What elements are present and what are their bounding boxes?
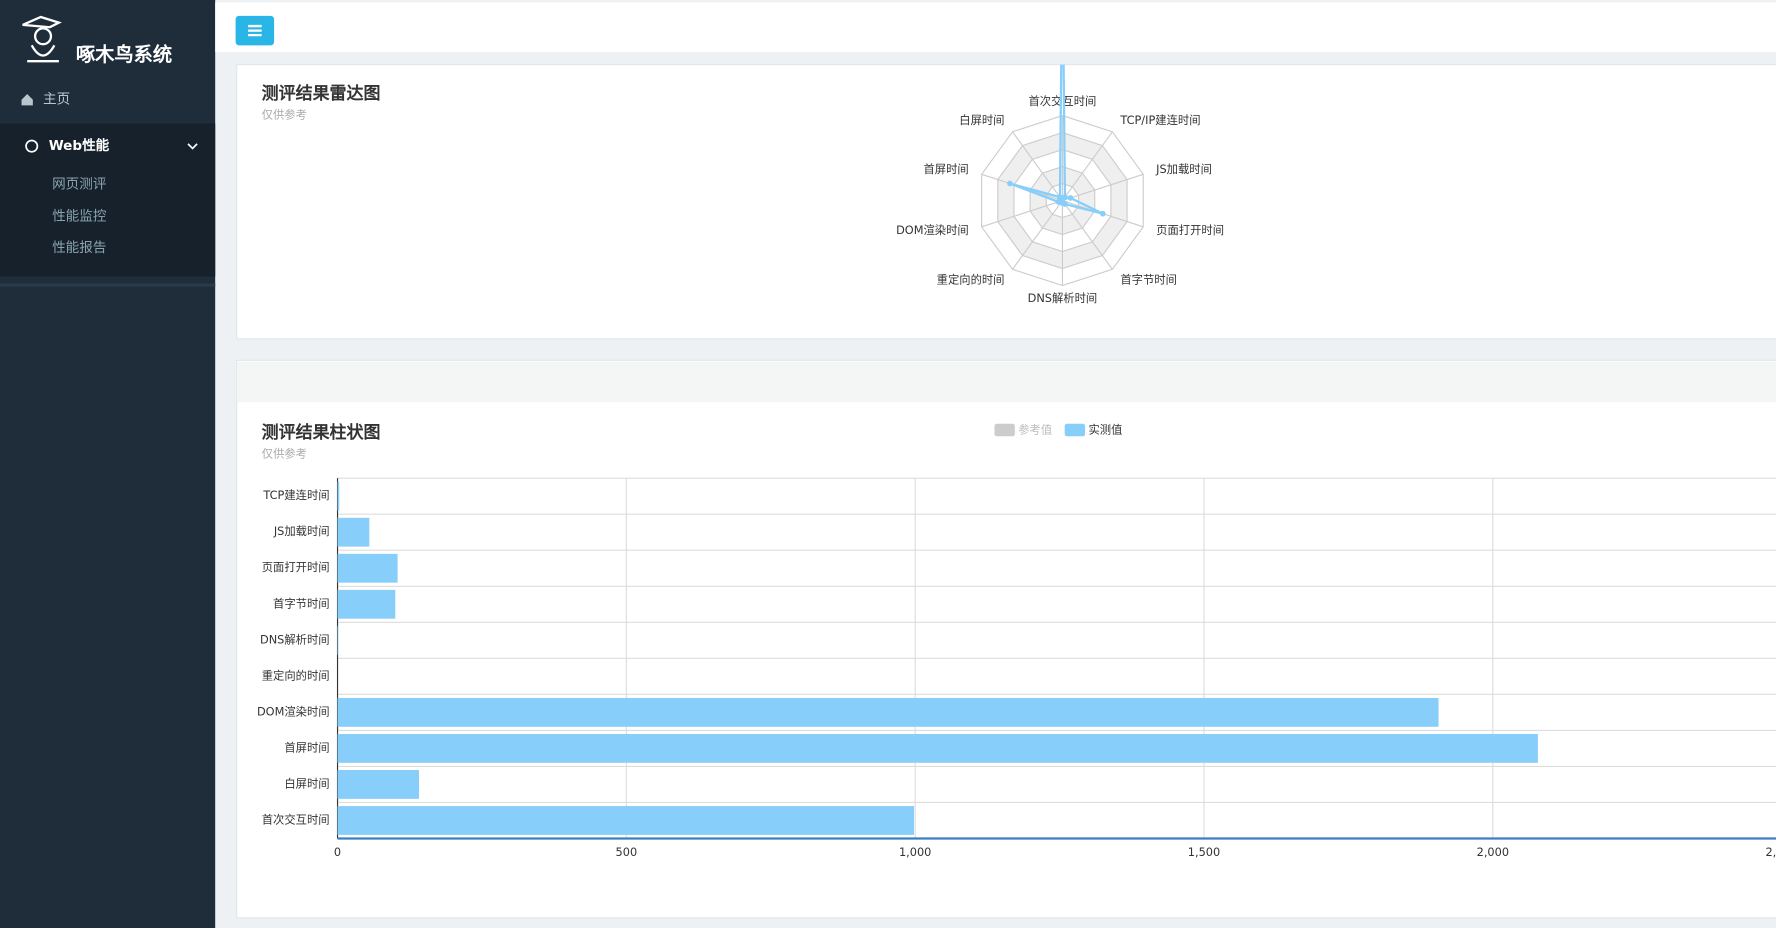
radar-label: 首屏时间 [923,162,968,176]
radar-label: 首次交互时间 [1028,94,1096,108]
radar-axis [1062,173,1144,202]
panel-header [237,361,1776,403]
bar-chart: 0 500 1,000 1,500 2,000 2,500 TCP建连时间 JS加载时间页面打… [257,423,1776,859]
radar-axis [1012,200,1063,270]
bar [337,481,340,511]
chart-subtitle: 仅供参考 [262,108,307,122]
top-bar [215,2,1776,53]
radar-label: 重定向的时间 [937,272,1005,286]
radar-label: 页面打开时间 [1156,223,1224,237]
logo [22,15,62,63]
brand: 啄木鸟系统 [76,43,172,66]
y-tick-label: 首屏时间 [284,740,329,754]
submenu-item[interactable]: 性能报告 [52,240,106,256]
radar-axis [1061,200,1113,270]
y-tick-label: 页面打开时间 [262,560,330,574]
y-tick-label: JS加载时间 [273,524,330,538]
y-tick-label: DOM渲染时间 [257,704,330,718]
chart-title: 测评结果柱状图 [262,422,381,443]
radar-label: JS加载时间 [1155,162,1212,176]
radar-point [1067,195,1074,201]
radar-point [1055,199,1062,205]
legend-label: 参考值 [1018,423,1052,437]
bar [337,733,1538,763]
chevron [187,143,198,150]
bar [337,806,915,835]
legend-label: 实测值 [1088,423,1122,437]
bar [337,517,370,547]
y-tick-label: 白屏时间 [284,776,329,790]
radar-label: 首字节时间 [1120,272,1177,286]
bar [337,589,396,619]
radar-label: DNS解析时间 [1028,291,1098,305]
bar [337,553,398,583]
x-tick-label: 2,500 [1765,845,1776,859]
x-tick-label: 1,500 [1188,845,1220,859]
submenu-item[interactable]: 性能监控 [52,208,107,224]
y-tick-label: 首字节时间 [273,596,330,610]
legend-swatch [994,423,1015,437]
radar-axis [1012,131,1063,201]
radar-label: TCP/IP建连时间 [1119,113,1200,127]
y-tick-label: DNS解析时间 [260,632,330,646]
home-icon [21,94,33,106]
radar-point [1057,194,1063,200]
radar-point [1007,180,1013,187]
menu-item[interactable]: 主页 [43,92,70,108]
divider [0,283,216,287]
x-tick-label: 500 [616,845,638,859]
chart-title: 测评结果雷达图 [262,83,381,104]
menu-item[interactable]: Web性能 [49,137,110,154]
bar [337,697,1439,727]
bar [337,625,339,655]
x-tick-label: 1,000 [899,845,931,859]
chart-subtitle: 仅供参考 [262,446,307,460]
radar-label: DOM渲染时间 [896,223,969,237]
radar-axis [1061,131,1113,201]
y-tick-label: 首次交互时间 [262,812,330,826]
bar [337,770,419,799]
submenu-item[interactable]: 网页测评 [52,177,107,193]
radar-label: 白屏时间 [959,113,1004,127]
radar-point [1099,210,1106,217]
y-tick-label: TCP建连时间 [262,488,329,502]
x-tick-label: 2,000 [1477,845,1509,859]
legend-swatch [1064,423,1086,437]
web-icon [25,139,39,153]
y-tick-label: 重定向的时间 [262,668,330,682]
x-tick-label: 0 [334,845,341,859]
toggle-icon [248,24,262,37]
radar-axis [981,200,1063,228]
